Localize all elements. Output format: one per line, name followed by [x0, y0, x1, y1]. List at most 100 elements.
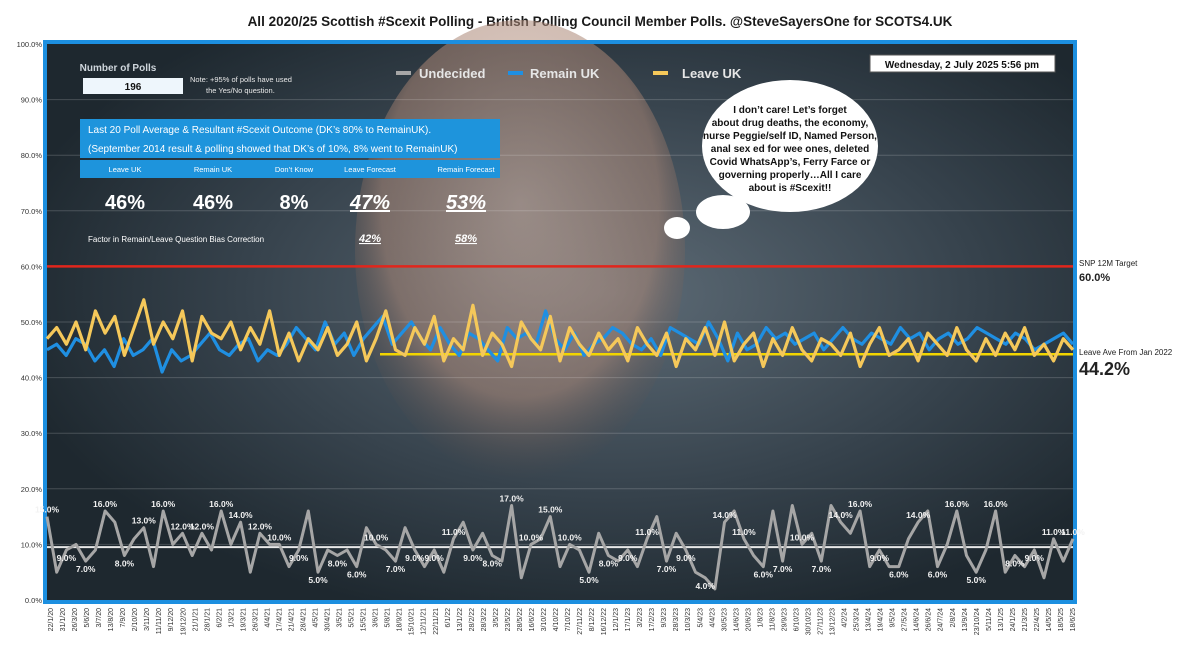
x-tick-label: 26/3/20 — [72, 608, 79, 631]
x-tick-label: 18/5/25 — [1058, 608, 1065, 631]
x-tick-label: 15/10/21 — [409, 608, 416, 635]
x-tick-label: 21/4/21 — [288, 608, 295, 631]
polls-count-label: Number of Polls — [80, 63, 157, 74]
x-tick-label: 11/11/20 — [156, 608, 163, 634]
x-tick-label: 20/6/23 — [745, 608, 752, 631]
undecided-data-label: 16.0% — [151, 499, 176, 509]
polls-note-line1: Note: +95% of polls have used — [190, 75, 292, 84]
undecided-data-label: 14.0% — [712, 510, 737, 520]
x-tick-label: 22/4/25 — [1034, 608, 1041, 631]
undecided-data-label: 11.0% — [1042, 527, 1066, 537]
x-tick-label: 23/10/24 — [974, 608, 981, 635]
speech-bubble: I don’t care! Let’s forget about drug de… — [664, 80, 878, 239]
x-tick-label: 28/3/22 — [481, 608, 488, 631]
bias-correction-label: Factor in Remain/Leave Question Bias Cor… — [88, 235, 264, 244]
x-tick-label: 13/8/20 — [108, 608, 115, 631]
x-tick-label: 13/12/23 — [830, 608, 837, 635]
x-tick-label: 11/8/23 — [769, 608, 776, 631]
bubble-line-4: anal sex ed for wee ones, deleted — [711, 144, 869, 155]
x-tick-label: 8/12/22 — [589, 608, 596, 631]
x-tick-label: 9/5/24 — [890, 608, 897, 628]
bubble-line-2: about drug deaths, the economy, — [712, 118, 869, 129]
undecided-data-label: 11.0% — [1061, 527, 1085, 537]
x-tick-label: 5/4/23 — [697, 608, 704, 628]
undecided-data-label: 12.0% — [170, 521, 195, 531]
thought-dot-small — [664, 217, 690, 239]
x-tick-label: 17/4/21 — [276, 608, 283, 631]
x-tick-label: 6/10/23 — [793, 608, 800, 631]
x-axis: 22/1/20 31/1/20 26/3/20 5/6/20 3/7/20 13/8/20… — [48, 608, 1077, 635]
undecided-data-label: 10.0% — [558, 532, 583, 542]
value-leave-forecast: 47% — [349, 192, 390, 214]
x-tick-label: 27/11/22 — [577, 608, 584, 635]
stats-values: 46% 46% 8% 47% 53% — [105, 192, 486, 214]
undecided-data-label: 11.0% — [732, 527, 756, 537]
x-tick-label: 13/9/24 — [962, 608, 969, 631]
target-annotation-value: 60.0% — [1079, 272, 1110, 284]
x-tick-label: 26/3/21 — [252, 608, 259, 631]
bubble-line-7: about is #Scexit!! — [749, 183, 832, 194]
x-tick-label: 4/5/21 — [313, 608, 320, 628]
x-tick-label: 17/2/23 — [649, 608, 656, 631]
undecided-data-label: 6.0% — [928, 570, 948, 580]
x-tick-label: 9/3/23 — [661, 608, 668, 628]
legend-leave-label: Leave UK — [682, 66, 742, 81]
x-tick-label: 21/1/21 — [192, 608, 199, 631]
x-tick-label: 18/6/25 — [1070, 608, 1077, 631]
undecided-data-label: 17.0% — [500, 493, 525, 503]
x-tick-label: 7/10/22 — [565, 608, 572, 631]
undecided-data-label: 7.0% — [657, 564, 677, 574]
x-tick-label: 30/5/23 — [721, 608, 728, 631]
legend-remain-label: Remain UK — [530, 66, 600, 81]
undecided-data-label: 10.0% — [790, 532, 815, 542]
undecided-data-label: 9.0% — [424, 553, 444, 563]
x-tick-label: 30/4/21 — [325, 608, 332, 631]
undecided-data-label: 7.0% — [812, 564, 832, 574]
stats-heading: Last 20 Poll Average & Resultant #Scexit… — [88, 125, 431, 136]
chart-title: All 2020/25 Scottish #Scexit Polling - B… — [248, 14, 953, 29]
x-tick-label: 28/2/22 — [469, 608, 476, 631]
undecided-data-label: 11.0% — [442, 527, 466, 537]
undecided-data-label: 8.0% — [328, 559, 348, 569]
value-leave-uk: 46% — [105, 192, 145, 214]
bubble-line-5: Covid WhatsApp’s, Ferry Farce or — [710, 157, 871, 168]
x-tick-label: 31/1/20 — [60, 608, 67, 631]
x-tick-label: 15/5/21 — [361, 608, 368, 631]
x-tick-label: 3/5/21 — [337, 608, 344, 628]
y-tick-label: 100.0% — [17, 40, 43, 49]
value-remain-forecast: 53% — [446, 192, 486, 214]
undecided-data-label: 6.0% — [754, 570, 774, 580]
undecided-data-label: 6.0% — [889, 570, 909, 580]
x-tick-label: 3/6/21 — [373, 608, 380, 628]
x-tick-label: 14/5/25 — [1046, 608, 1053, 631]
undecided-data-label: 16.0% — [93, 499, 118, 509]
undecided-data-label: 14.0% — [829, 510, 854, 520]
y-axis: 0.0% 10.0% 20.0% 30.0% 40.0% 50.0% 60.0% 70.0% 8… — [17, 40, 43, 605]
x-tick-label: 23/5/22 — [505, 608, 512, 631]
x-tick-label: 18/9/21 — [397, 608, 404, 631]
y-tick-label: 50.0% — [21, 318, 43, 327]
undecided-data-label: 5.0% — [308, 575, 328, 585]
x-tick-label: 30/10/23 — [805, 608, 812, 635]
undecided-data-label: 11.0% — [635, 527, 659, 537]
y-tick-label: 80.0% — [21, 151, 43, 160]
x-tick-label: 10/3/23 — [685, 608, 692, 631]
x-tick-label: 13/4/24 — [866, 608, 873, 631]
x-tick-label: 26/6/24 — [926, 608, 933, 631]
photo-head — [355, 20, 685, 480]
x-tick-label: 12/11/21 — [421, 608, 428, 635]
bias-remain-value: 58% — [455, 233, 477, 245]
col-leave-uk: Leave UK — [109, 165, 142, 174]
x-tick-label: 29/9/23 — [781, 608, 788, 631]
bias-leave-value: 42% — [358, 233, 381, 245]
undecided-data-label: 7.0% — [386, 564, 406, 574]
y-tick-label: 20.0% — [21, 485, 43, 494]
x-tick-label: 19/12/20 — [180, 608, 187, 635]
y-tick-label: 60.0% — [21, 262, 43, 271]
x-tick-label: 17/1/23 — [625, 608, 632, 631]
x-tick-label: 4/4/21 — [264, 608, 271, 628]
undecided-data-label: 12.0% — [248, 521, 273, 531]
x-tick-label: 3/11/20 — [144, 608, 151, 631]
undecided-data-label: 10.0% — [267, 532, 292, 542]
x-tick-label: 3/7/20 — [96, 608, 103, 628]
